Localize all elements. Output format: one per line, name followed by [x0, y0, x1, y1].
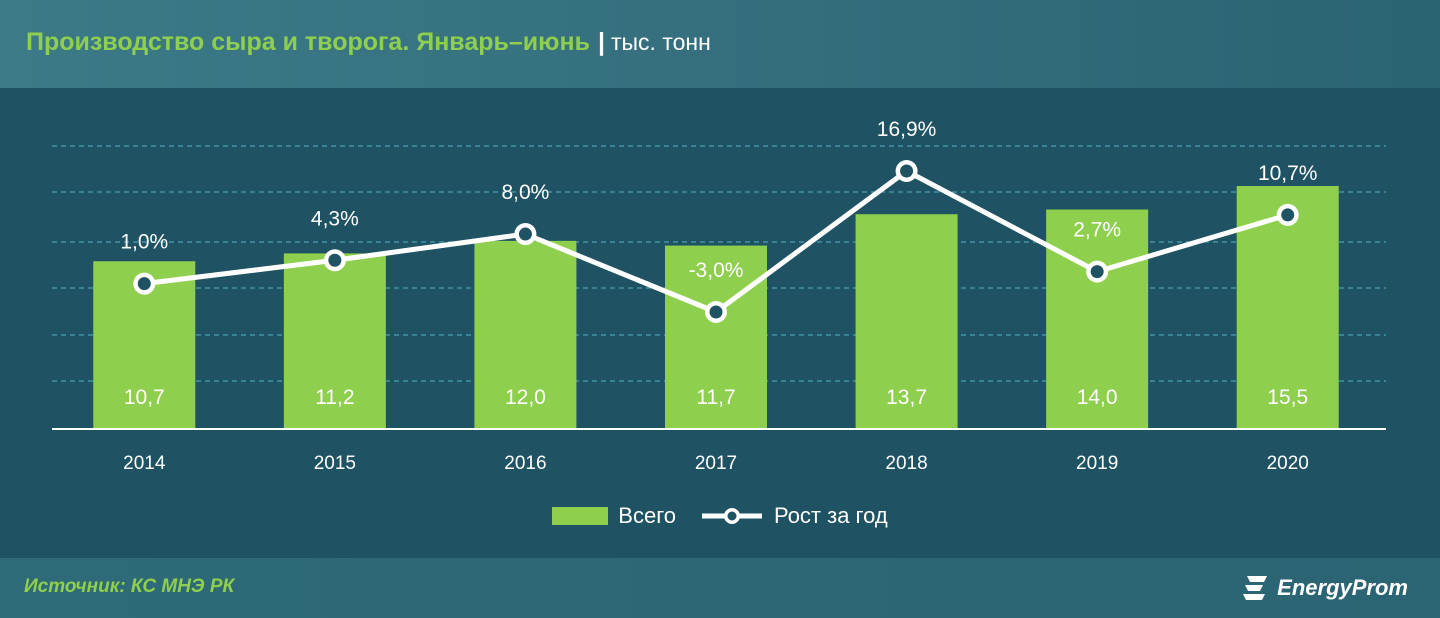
x-tick-label-2014: 2014: [123, 453, 166, 474]
bar-value-label-2020: 15,5: [1267, 386, 1308, 409]
title-separator: |: [597, 28, 605, 56]
bar-value-label-2014: 10,7: [124, 386, 165, 409]
bar-2016: [474, 240, 577, 429]
growth-point-inner-2019: [1090, 265, 1104, 279]
energyprom-logo-icon: [1243, 576, 1268, 600]
legend-line-swatch: [701, 508, 762, 524]
legend-item-line: Рост за год: [700, 503, 888, 529]
legend-line-label: Рост за год: [773, 503, 888, 528]
label-layer: 10,7 11,2 12,0 11,7 13,7 14,0 15,5 1,0% 4,3% 8,0%…: [120, 118, 1317, 409]
brand-logo: EnergyProm: [1241, 572, 1408, 604]
growth-point-inner-2018: [900, 164, 914, 178]
chart-svg: 2014 2015 2016 2017 2018 2019 2020 10,7 11,2 12,…: [52, 118, 1386, 474]
brand-name: EnergyProm: [1277, 575, 1408, 600]
legend-bars-label: Всего: [618, 503, 676, 528]
legend-item-bars: Всего: [552, 503, 676, 529]
chart-header: Производство сыра и творога. Январь–июнь…: [0, 0, 1440, 88]
title-main: Производство сыра и творога. Январь–июнь: [26, 28, 590, 56]
bar-2019: [1046, 209, 1149, 429]
growth-point-inner-2014: [137, 277, 151, 291]
legend-bar-swatch: [552, 507, 609, 525]
x-tick-label-2019: 2019: [1076, 453, 1118, 474]
bar-value-label-2015: 11,2: [315, 386, 354, 409]
plot-area: 2014 2015 2016 2017 2018 2019 2020 10,7 11,2 12,…: [0, 88, 1440, 558]
growth-point-inner-2017: [709, 305, 723, 319]
bar-value-label-2018: 13,7: [886, 386, 927, 409]
x-tick-label-2015: 2015: [314, 453, 356, 474]
bar-2018: [855, 214, 958, 429]
line-layer: [133, 160, 1299, 323]
growth-label-2017: -3,0%: [689, 259, 744, 282]
bar-2017: [665, 245, 767, 429]
bar-value-label-2017: 11,7: [696, 386, 735, 409]
bar-value-label-2019: 14,0: [1077, 386, 1118, 409]
chart-footer: Источник: КС МНЭ РК EnergyProm: [0, 558, 1440, 618]
x-tick-label-2020: 2020: [1267, 453, 1309, 474]
growth-label-2018: 16,9%: [877, 118, 937, 141]
title-unit: тыс. тонн: [610, 29, 711, 55]
x-tick-label-2018: 2018: [885, 453, 927, 474]
growth-point-inner-2015: [328, 253, 342, 267]
x-tick-label-2016: 2016: [504, 453, 546, 474]
x-tick-label-2017: 2017: [695, 453, 737, 474]
growth-label-2014: 1,0%: [120, 231, 168, 254]
growth-point-inner-2020: [1281, 208, 1295, 222]
growth-label-2015: 4,3%: [311, 207, 359, 230]
growth-label-2020: 10,7%: [1258, 162, 1318, 185]
chart-title: Производство сыра и творога. Январь–июнь…: [26, 28, 711, 57]
bar-value-label-2016: 12,0: [505, 386, 546, 409]
growth-label-2019: 2,7%: [1073, 219, 1121, 242]
chart-legend: Всего Рост за год: [0, 496, 1440, 536]
axis-layer: 2014 2015 2016 2017 2018 2019 2020: [52, 428, 1386, 474]
bar-2015: [283, 253, 386, 429]
source-note: Источник: КС МНЭ РК: [24, 576, 235, 597]
growth-point-inner-2016: [518, 227, 532, 241]
growth-label-2016: 8,0%: [501, 181, 549, 204]
